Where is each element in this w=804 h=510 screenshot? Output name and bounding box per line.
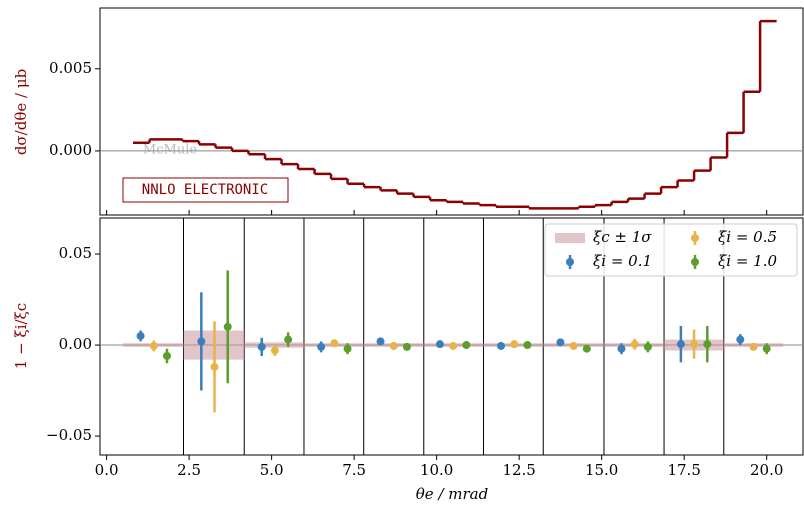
x-axis-title: θe / mrad: [416, 485, 488, 503]
point: [317, 342, 326, 351]
y-tick-label: 0.00: [59, 335, 92, 353]
point: [556, 338, 565, 347]
annotation-box: [122, 177, 289, 203]
point: [343, 344, 352, 353]
legend-label: ξi = 1.0: [718, 252, 777, 270]
point: [210, 362, 219, 371]
legend-swatch: [566, 258, 574, 266]
y-axis-title: 1 − ξi/ξc: [12, 303, 30, 369]
x-tick-label: 20.0: [750, 461, 783, 479]
legend-swatch: [691, 234, 699, 242]
point: [376, 337, 385, 346]
y-tick-label: 0.005: [49, 59, 92, 77]
y-axis-title: dσ/dθe / μb: [12, 69, 30, 155]
point: [762, 344, 771, 353]
point: [523, 341, 532, 350]
watermark: McMule: [143, 143, 197, 158]
x-tick-label: 2.5: [177, 461, 201, 479]
legend-swatch: [555, 233, 585, 243]
point: [149, 341, 158, 350]
point: [162, 351, 171, 360]
top-frame: [99, 7, 804, 216]
point: [462, 341, 471, 350]
point: [569, 341, 578, 350]
x-tick-label: 12.5: [502, 461, 535, 479]
point: [136, 331, 145, 340]
point: [690, 340, 699, 349]
bottom-frame: [99, 217, 804, 456]
point: [617, 344, 626, 353]
point: [630, 340, 639, 349]
point: [643, 342, 652, 351]
point: [435, 340, 444, 349]
point: [736, 335, 745, 344]
point: [330, 339, 339, 348]
point: [749, 342, 758, 351]
point: [223, 322, 232, 331]
point: [257, 342, 266, 351]
legend-box: [544, 223, 798, 277]
x-tick-label: 7.5: [342, 461, 366, 479]
x-tick-label: 10.0: [420, 461, 453, 479]
point: [389, 341, 398, 350]
x-tick-label: 0.0: [95, 461, 119, 479]
point: [284, 335, 293, 344]
x-tick-label: 15.0: [585, 461, 618, 479]
legend-swatch: [691, 258, 699, 266]
annotation: NNLO ELECTRONIC: [142, 182, 268, 198]
y-tick-label: −0.05: [46, 426, 92, 444]
point: [510, 340, 519, 349]
legend-label: ξi = 0.5: [718, 228, 777, 246]
point: [197, 337, 206, 346]
point: [497, 341, 506, 350]
x-tick-label: 5.0: [260, 461, 284, 479]
y-tick-label: 0.05: [59, 244, 92, 262]
point: [270, 346, 279, 355]
point: [402, 342, 411, 351]
x-tick-label: 17.5: [667, 461, 700, 479]
legend-label: ξi = 0.1: [593, 252, 652, 270]
point: [703, 340, 712, 349]
y-tick-label: 0.000: [49, 141, 92, 159]
point: [582, 344, 591, 353]
point: [449, 341, 458, 350]
point: [676, 340, 685, 349]
legend-label: ξc ± 1σ: [593, 228, 652, 246]
